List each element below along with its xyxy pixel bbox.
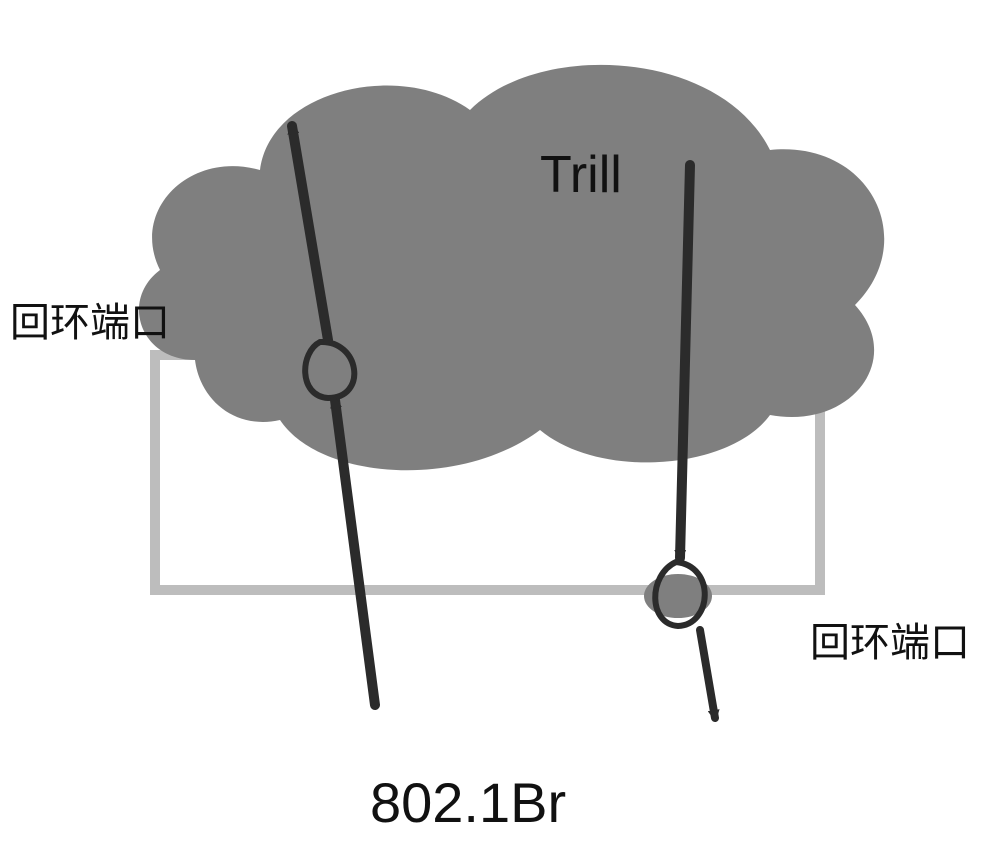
loopback-port-right-label: 回环端口 [810, 610, 970, 668]
trill-cloud-label: Trill [540, 145, 622, 205]
bottom-8021br-label: 802.1Br [370, 770, 566, 835]
diagram-svg [0, 0, 1000, 848]
loopback-port-left-label: 回环端口 [10, 290, 170, 348]
diagram-canvas: Trill 回环端口 回环端口 802.1Br [0, 0, 1000, 848]
trill-cloud [139, 65, 884, 470]
arrow-down-out-box [700, 630, 715, 718]
